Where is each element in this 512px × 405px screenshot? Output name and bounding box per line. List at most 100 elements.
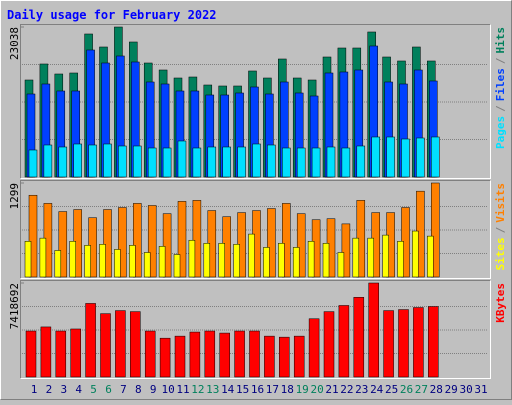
x-tick-label: 11 [176, 383, 189, 396]
x-tick-label: 4 [75, 383, 82, 396]
legend-separator: / [494, 105, 507, 112]
bar [371, 136, 380, 178]
bar [147, 147, 157, 178]
bar [24, 241, 32, 278]
panel-frame-dark [20, 24, 491, 179]
y-tick-label: 7418692 [8, 283, 21, 329]
legend: Sites / Visits [494, 183, 507, 271]
bar [129, 245, 136, 278]
bar [252, 143, 261, 178]
legend: KBytes [494, 283, 507, 323]
x-tick-label: 25 [385, 383, 398, 396]
bar [162, 213, 172, 278]
bar [397, 241, 404, 278]
legend-entry: Hits [494, 27, 507, 54]
x-tick-label: 30 [459, 383, 472, 396]
bar [234, 330, 245, 378]
bar [192, 147, 202, 178]
legend-separator: / [494, 57, 507, 64]
y-tick-label: 23038 [8, 27, 21, 60]
bar [204, 330, 216, 378]
bar [383, 310, 394, 378]
legend-entry: Visits [494, 183, 507, 223]
bar [158, 246, 166, 278]
bar [162, 147, 172, 178]
bar [248, 233, 255, 278]
x-tick-label: 2 [46, 383, 53, 396]
bar [278, 243, 285, 278]
bar [338, 305, 350, 378]
bar [133, 145, 142, 178]
bar [189, 331, 201, 378]
x-tick-label: 8 [135, 383, 142, 396]
bar [323, 311, 335, 378]
bar [428, 306, 439, 378]
x-tick-label: 12 [191, 383, 204, 396]
bar [279, 336, 290, 378]
bar [103, 209, 112, 278]
x-tick-label: 24 [370, 383, 384, 396]
bar [368, 282, 379, 378]
bar [352, 237, 360, 278]
bar [99, 244, 106, 278]
bar [40, 326, 52, 378]
x-tick-label: 29 [445, 383, 458, 396]
bar [233, 244, 240, 278]
bar [143, 252, 151, 278]
bar [416, 137, 425, 178]
bar [382, 234, 389, 278]
chart-title: Daily usage for February 2022 [7, 8, 217, 22]
bar [188, 239, 196, 278]
x-tick-label: 17 [266, 383, 279, 396]
bar [177, 140, 187, 178]
bar [218, 243, 225, 278]
panel-frame-light [20, 24, 491, 179]
bar [73, 143, 82, 178]
bar [431, 182, 440, 278]
x-tick-label: 13 [206, 383, 219, 396]
bar [177, 201, 187, 278]
bar [263, 247, 270, 278]
bar [70, 328, 81, 378]
x-tick-label: 15 [236, 383, 249, 396]
bar [173, 254, 181, 278]
bar [282, 147, 291, 178]
x-tick-label: 18 [281, 383, 294, 396]
bar [114, 249, 121, 278]
bar [207, 146, 217, 178]
bar [69, 241, 76, 278]
bar [326, 146, 336, 178]
x-tick-label: 16 [251, 383, 264, 396]
bar [296, 213, 306, 278]
bar [337, 252, 345, 278]
bar [367, 237, 374, 278]
bar [353, 297, 365, 378]
bar [322, 243, 330, 278]
bar [88, 144, 97, 178]
bar [192, 200, 202, 278]
bar [85, 303, 96, 378]
bar [282, 203, 291, 278]
x-tick-label: 6 [105, 383, 112, 396]
bar [431, 136, 440, 178]
panel-frame-dark [20, 180, 491, 279]
bar [147, 205, 157, 278]
bar [174, 335, 186, 378]
x-tick-label: 10 [161, 383, 174, 396]
bar [264, 335, 275, 378]
bar [413, 307, 424, 378]
bar [144, 330, 156, 378]
x-tick-label: 20 [310, 383, 323, 396]
bar [341, 223, 351, 278]
x-tick-label: 9 [150, 383, 157, 396]
bar [292, 247, 300, 278]
bar [293, 335, 305, 378]
x-tick-label: 14 [221, 383, 235, 396]
panel-frame-dark [20, 280, 491, 379]
legend-separator: / [494, 226, 507, 233]
legend-entry: Sites [494, 237, 507, 270]
bar [58, 211, 68, 278]
x-tick-label: 27 [415, 383, 428, 396]
